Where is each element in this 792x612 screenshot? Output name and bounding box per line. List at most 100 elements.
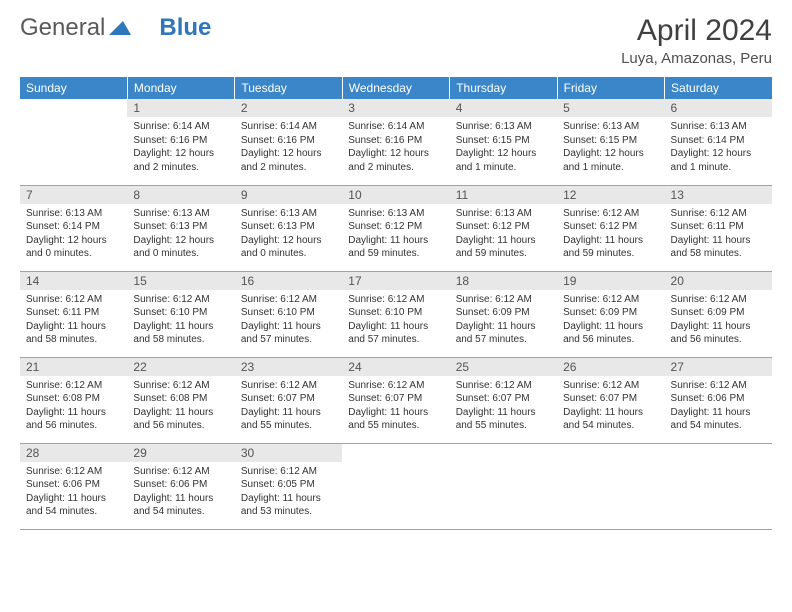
calendar-day-cell: 12Sunrise: 6:12 AMSunset: 6:12 PMDayligh… — [557, 185, 664, 271]
day-details: Sunrise: 6:12 AMSunset: 6:07 PMDaylight:… — [342, 376, 449, 437]
day-details: Sunrise: 6:13 AMSunset: 6:15 PMDaylight:… — [450, 117, 557, 178]
day-number: 28 — [20, 444, 127, 462]
day-details: Sunrise: 6:12 AMSunset: 6:08 PMDaylight:… — [127, 376, 234, 437]
calendar-week-row: 21Sunrise: 6:12 AMSunset: 6:08 PMDayligh… — [20, 357, 772, 443]
day-number: 7 — [20, 186, 127, 204]
day-details: Sunrise: 6:12 AMSunset: 6:09 PMDaylight:… — [665, 290, 772, 351]
day-details: Sunrise: 6:12 AMSunset: 6:05 PMDaylight:… — [235, 462, 342, 523]
logo-triangle-icon — [109, 14, 131, 42]
weekday-header: Thursday — [450, 77, 557, 99]
day-details: Sunrise: 6:12 AMSunset: 6:10 PMDaylight:… — [342, 290, 449, 351]
calendar-week-row: 1Sunrise: 6:14 AMSunset: 6:16 PMDaylight… — [20, 99, 772, 185]
day-number: 21 — [20, 358, 127, 376]
weekday-header: Friday — [557, 77, 664, 99]
day-number: 10 — [342, 186, 449, 204]
weekday-header: Wednesday — [342, 77, 449, 99]
calendar-day-cell: 22Sunrise: 6:12 AMSunset: 6:08 PMDayligh… — [127, 357, 234, 443]
calendar-day-cell: 16Sunrise: 6:12 AMSunset: 6:10 PMDayligh… — [235, 271, 342, 357]
calendar-day-cell: 8Sunrise: 6:13 AMSunset: 6:13 PMDaylight… — [127, 185, 234, 271]
day-details: Sunrise: 6:13 AMSunset: 6:13 PMDaylight:… — [127, 204, 234, 265]
calendar-week-row: 28Sunrise: 6:12 AMSunset: 6:06 PMDayligh… — [20, 443, 772, 529]
calendar-day-cell: 3Sunrise: 6:14 AMSunset: 6:16 PMDaylight… — [342, 99, 449, 185]
calendar-day-cell: 19Sunrise: 6:12 AMSunset: 6:09 PMDayligh… — [557, 271, 664, 357]
day-details: Sunrise: 6:12 AMSunset: 6:06 PMDaylight:… — [665, 376, 772, 437]
calendar-day-cell: 7Sunrise: 6:13 AMSunset: 6:14 PMDaylight… — [20, 185, 127, 271]
day-details: Sunrise: 6:12 AMSunset: 6:09 PMDaylight:… — [450, 290, 557, 351]
calendar-day-cell — [665, 443, 772, 529]
day-number: 5 — [557, 99, 664, 117]
day-details: Sunrise: 6:12 AMSunset: 6:06 PMDaylight:… — [20, 462, 127, 523]
day-number: 29 — [127, 444, 234, 462]
day-details: Sunrise: 6:12 AMSunset: 6:11 PMDaylight:… — [665, 204, 772, 265]
calendar-day-cell: 5Sunrise: 6:13 AMSunset: 6:15 PMDaylight… — [557, 99, 664, 185]
calendar-day-cell: 9Sunrise: 6:13 AMSunset: 6:13 PMDaylight… — [235, 185, 342, 271]
day-number: 6 — [665, 99, 772, 117]
day-details: Sunrise: 6:12 AMSunset: 6:07 PMDaylight:… — [235, 376, 342, 437]
day-number: 22 — [127, 358, 234, 376]
day-number: 4 — [450, 99, 557, 117]
day-number: 25 — [450, 358, 557, 376]
month-title: April 2024 — [621, 14, 772, 48]
calendar-day-cell: 24Sunrise: 6:12 AMSunset: 6:07 PMDayligh… — [342, 357, 449, 443]
calendar-day-cell: 21Sunrise: 6:12 AMSunset: 6:08 PMDayligh… — [20, 357, 127, 443]
day-details: Sunrise: 6:12 AMSunset: 6:06 PMDaylight:… — [127, 462, 234, 523]
day-number: 1 — [127, 99, 234, 117]
calendar-day-cell: 20Sunrise: 6:12 AMSunset: 6:09 PMDayligh… — [665, 271, 772, 357]
calendar-day-cell: 13Sunrise: 6:12 AMSunset: 6:11 PMDayligh… — [665, 185, 772, 271]
day-details: Sunrise: 6:13 AMSunset: 6:14 PMDaylight:… — [20, 204, 127, 265]
calendar-day-cell: 14Sunrise: 6:12 AMSunset: 6:11 PMDayligh… — [20, 271, 127, 357]
day-details: Sunrise: 6:13 AMSunset: 6:12 PMDaylight:… — [342, 204, 449, 265]
day-number: 15 — [127, 272, 234, 290]
calendar-table: SundayMondayTuesdayWednesdayThursdayFrid… — [20, 77, 772, 530]
day-number: 11 — [450, 186, 557, 204]
day-details: Sunrise: 6:12 AMSunset: 6:07 PMDaylight:… — [450, 376, 557, 437]
day-details: Sunrise: 6:13 AMSunset: 6:15 PMDaylight:… — [557, 117, 664, 178]
day-details: Sunrise: 6:12 AMSunset: 6:08 PMDaylight:… — [20, 376, 127, 437]
calendar-day-cell — [557, 443, 664, 529]
calendar-day-cell — [20, 99, 127, 185]
calendar-day-cell — [342, 443, 449, 529]
day-number: 16 — [235, 272, 342, 290]
day-details: Sunrise: 6:13 AMSunset: 6:13 PMDaylight:… — [235, 204, 342, 265]
day-details: Sunrise: 6:14 AMSunset: 6:16 PMDaylight:… — [342, 117, 449, 178]
day-details: Sunrise: 6:14 AMSunset: 6:16 PMDaylight:… — [127, 117, 234, 178]
day-number: 20 — [665, 272, 772, 290]
calendar-day-cell: 18Sunrise: 6:12 AMSunset: 6:09 PMDayligh… — [450, 271, 557, 357]
calendar-day-cell — [450, 443, 557, 529]
calendar-day-cell: 17Sunrise: 6:12 AMSunset: 6:10 PMDayligh… — [342, 271, 449, 357]
calendar-day-cell: 28Sunrise: 6:12 AMSunset: 6:06 PMDayligh… — [20, 443, 127, 529]
day-details: Sunrise: 6:13 AMSunset: 6:14 PMDaylight:… — [665, 117, 772, 178]
day-details: Sunrise: 6:13 AMSunset: 6:12 PMDaylight:… — [450, 204, 557, 265]
day-details: Sunrise: 6:12 AMSunset: 6:07 PMDaylight:… — [557, 376, 664, 437]
calendar-day-cell: 10Sunrise: 6:13 AMSunset: 6:12 PMDayligh… — [342, 185, 449, 271]
logo: General Blue — [20, 14, 211, 42]
day-number: 26 — [557, 358, 664, 376]
calendar-week-row: 14Sunrise: 6:12 AMSunset: 6:11 PMDayligh… — [20, 271, 772, 357]
day-number: 14 — [20, 272, 127, 290]
day-details: Sunrise: 6:12 AMSunset: 6:12 PMDaylight:… — [557, 204, 664, 265]
calendar-day-cell: 27Sunrise: 6:12 AMSunset: 6:06 PMDayligh… — [665, 357, 772, 443]
day-number: 13 — [665, 186, 772, 204]
day-number: 12 — [557, 186, 664, 204]
day-number: 19 — [557, 272, 664, 290]
day-number: 23 — [235, 358, 342, 376]
day-number: 24 — [342, 358, 449, 376]
day-number: 27 — [665, 358, 772, 376]
logo-text-general: General — [20, 14, 105, 42]
day-number: 17 — [342, 272, 449, 290]
calendar-day-cell: 25Sunrise: 6:12 AMSunset: 6:07 PMDayligh… — [450, 357, 557, 443]
day-details: Sunrise: 6:12 AMSunset: 6:10 PMDaylight:… — [235, 290, 342, 351]
title-block: April 2024 Luya, Amazonas, Peru — [621, 14, 772, 67]
calendar-day-cell: 29Sunrise: 6:12 AMSunset: 6:06 PMDayligh… — [127, 443, 234, 529]
weekday-header: Tuesday — [235, 77, 342, 99]
calendar-header-row: SundayMondayTuesdayWednesdayThursdayFrid… — [20, 77, 772, 99]
day-number: 30 — [235, 444, 342, 462]
day-number: 9 — [235, 186, 342, 204]
day-number: 2 — [235, 99, 342, 117]
day-number: 18 — [450, 272, 557, 290]
calendar-day-cell: 1Sunrise: 6:14 AMSunset: 6:16 PMDaylight… — [127, 99, 234, 185]
calendar-day-cell: 2Sunrise: 6:14 AMSunset: 6:16 PMDaylight… — [235, 99, 342, 185]
calendar-week-row: 7Sunrise: 6:13 AMSunset: 6:14 PMDaylight… — [20, 185, 772, 271]
location-label: Luya, Amazonas, Peru — [621, 50, 772, 67]
header: General Blue April 2024 Luya, Amazonas, … — [20, 14, 772, 67]
